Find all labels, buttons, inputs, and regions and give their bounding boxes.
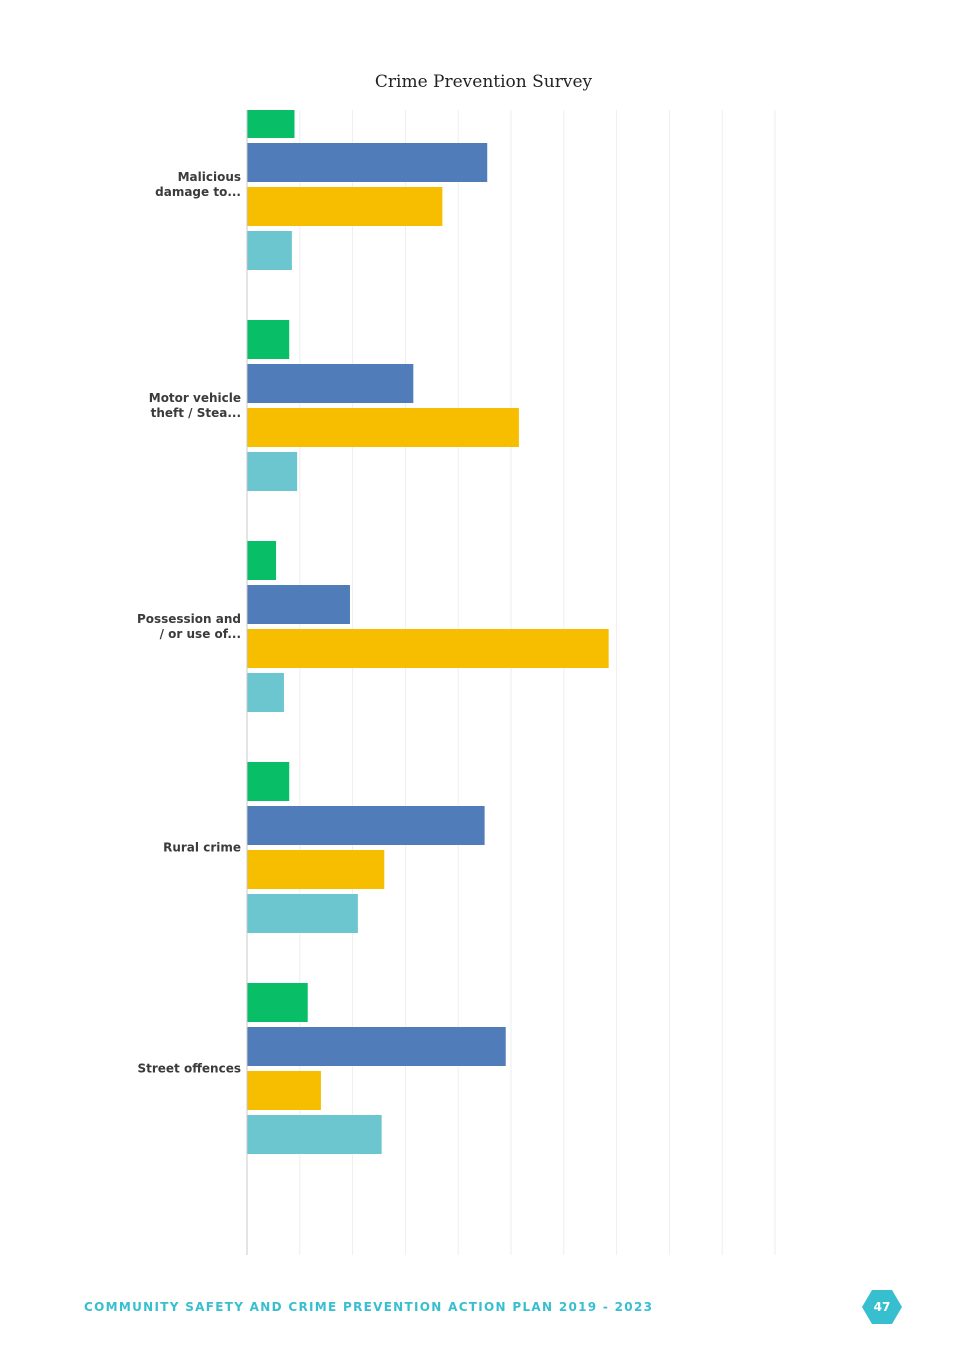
category-labels: Malicious damage to... Motor vehicle theft … <box>137 170 241 1076</box>
gridlines <box>299 110 776 1255</box>
footer-title: COMMUNITY SAFETY AND CRIME PREVENTION AC… <box>84 1300 654 1314</box>
chart-title: Crime Prevention Survey <box>374 72 593 92</box>
bars <box>247 110 609 1154</box>
bar <box>247 585 350 624</box>
bar <box>247 762 290 801</box>
category-label: Street offences <box>137 1062 241 1076</box>
category-label: Malicious damage to... <box>155 170 241 199</box>
bar <box>247 806 485 845</box>
bar <box>247 143 488 182</box>
bar <box>247 894 358 933</box>
bar <box>247 1071 321 1110</box>
bar <box>247 231 292 270</box>
page-number: 47 <box>873 1300 891 1314</box>
bar <box>247 629 609 668</box>
bar <box>247 187 443 226</box>
bar <box>247 983 308 1022</box>
page-number-badge <box>862 1290 902 1324</box>
category-label: Possession and / or use of... <box>137 612 241 641</box>
bar <box>247 320 290 359</box>
bar <box>247 850 385 889</box>
category-label: Rural crime <box>163 841 241 855</box>
bar <box>247 1027 506 1066</box>
bar <box>247 541 277 580</box>
bar <box>247 408 519 447</box>
bar <box>247 673 284 712</box>
bar <box>247 364 414 403</box>
category-label: Motor vehicle theft / Stea... <box>149 391 241 420</box>
bar <box>247 1115 382 1154</box>
bar <box>247 452 298 491</box>
bar <box>247 110 295 138</box>
